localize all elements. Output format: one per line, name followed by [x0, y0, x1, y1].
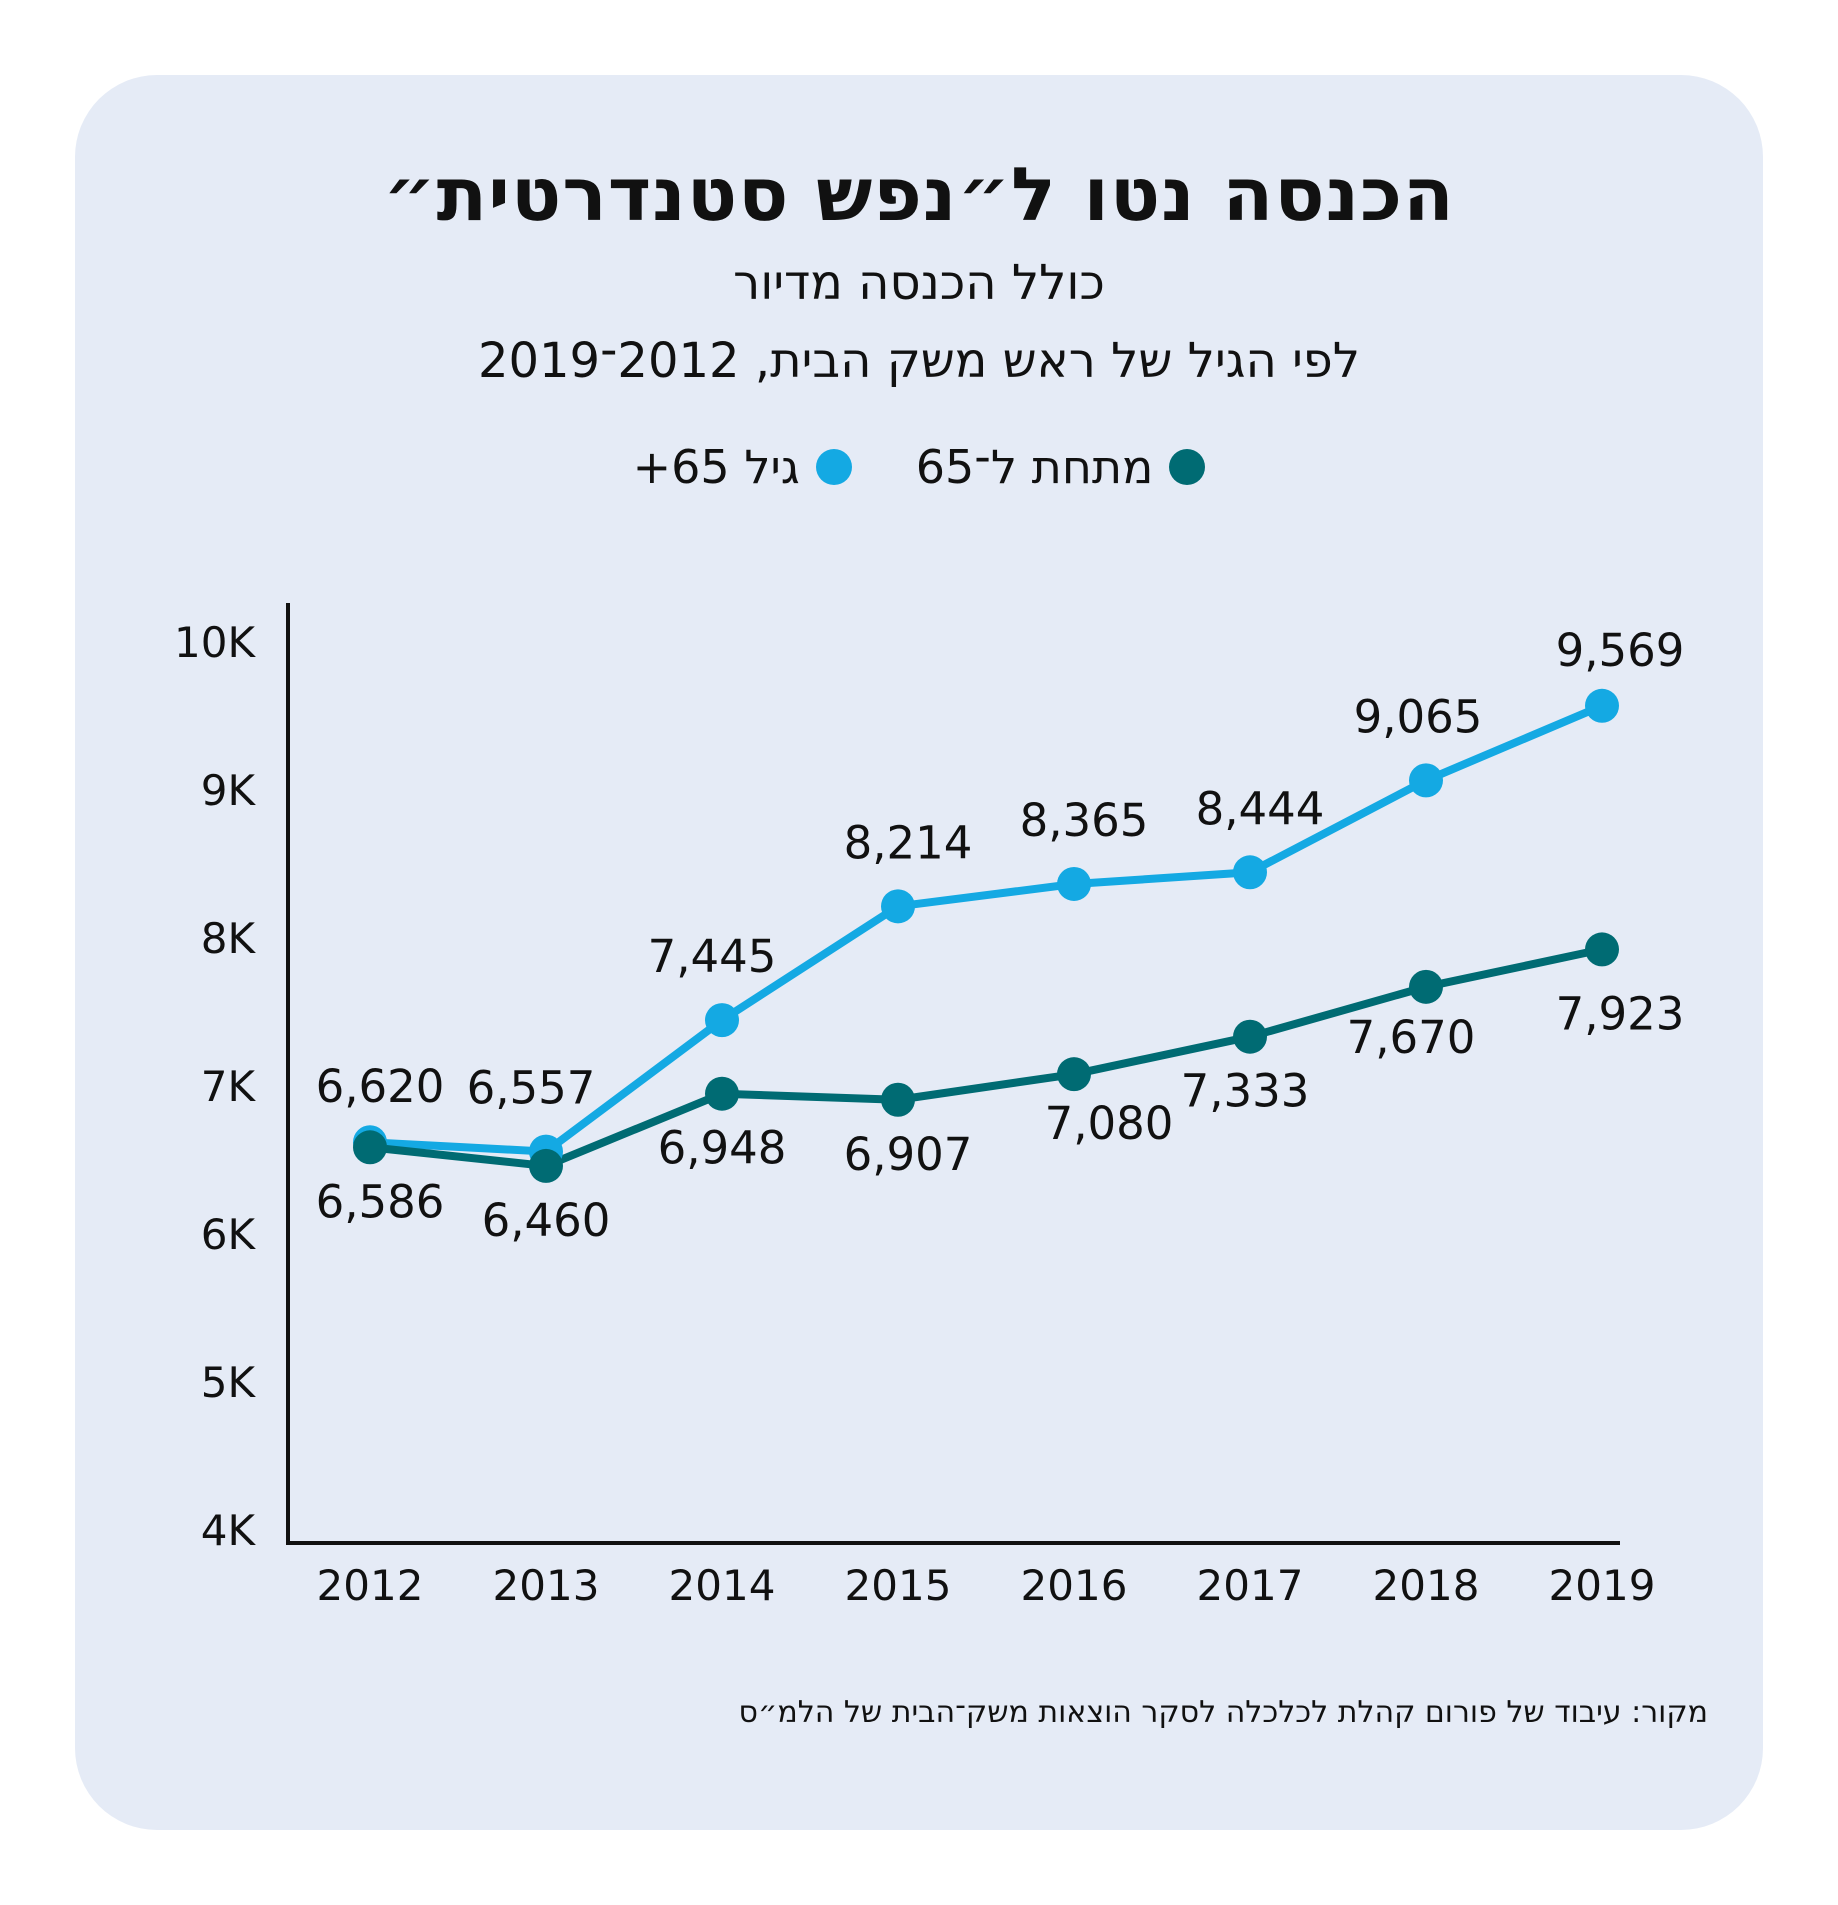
- data-point-under-65: [1233, 1019, 1267, 1054]
- data-point-65-plus: [1409, 763, 1443, 798]
- x-tick-label: 2012: [317, 1561, 424, 1610]
- y-tick-label: 7K: [201, 1062, 257, 1111]
- y-tick-label: 5K: [201, 1358, 257, 1407]
- data-label-under-65: 6,460: [482, 1194, 611, 1247]
- legend-item-under-65: מתחת ל־65: [916, 440, 1206, 494]
- x-tick-label: 2015: [845, 1561, 952, 1610]
- legend-label-65-plus: גיל 65+: [632, 440, 800, 494]
- data-point-under-65: [1057, 1057, 1091, 1092]
- data-label-under-65: 7,670: [1347, 1011, 1476, 1064]
- x-tick-label: 2017: [1197, 1561, 1304, 1610]
- data-point-65-plus: [1585, 688, 1619, 723]
- y-tick-label: 4K: [201, 1506, 257, 1555]
- data-label-under-65: 6,907: [844, 1128, 973, 1181]
- x-tick-label: 2016: [1021, 1561, 1128, 1610]
- data-label-under-65: 7,080: [1045, 1097, 1174, 1150]
- y-tick-label: 10K: [174, 618, 256, 667]
- y-tick-label: 6K: [201, 1210, 257, 1259]
- x-tick-label: 2019: [1549, 1561, 1656, 1610]
- data-point-under-65: [353, 1130, 387, 1165]
- chart-subtitle-1: כולל הכנסה מדיור: [733, 255, 1105, 311]
- series-line-under-65: [366, 945, 1606, 1170]
- data-label-65-plus: 8,444: [1196, 782, 1325, 835]
- data-point-65-plus: [1057, 866, 1091, 901]
- data-label-under-65: 7,923: [1556, 987, 1685, 1040]
- chart-title: הכנסה נטו ל״נפש סטנדרטית״: [383, 152, 1455, 238]
- data-point-65-plus: [1233, 855, 1267, 890]
- data-label-65-plus: 9,065: [1354, 690, 1483, 743]
- data-label-65-plus: 8,365: [1020, 794, 1149, 847]
- data-label-65-plus: 8,214: [844, 816, 973, 869]
- legend-marker-under-65: [1169, 449, 1206, 485]
- chart-subtitle-2: לפי הגיל של ראש משק הבית, 2012־2019: [477, 333, 1361, 389]
- data-point-under-65: [529, 1148, 563, 1183]
- data-point-under-65: [705, 1076, 739, 1111]
- data-point-under-65: [1585, 932, 1619, 967]
- data-label-under-65: 6,586: [316, 1175, 445, 1228]
- x-tick-label: 2018: [1373, 1561, 1480, 1610]
- chart-card: [75, 75, 1763, 1830]
- y-tick-label: 9K: [201, 766, 257, 815]
- legend-item-65-plus: גיל 65+: [633, 440, 852, 494]
- data-point-65-plus: [705, 1003, 739, 1038]
- x-tick-label: 2013: [493, 1561, 600, 1610]
- data-point-65-plus: [881, 889, 915, 924]
- data-label-under-65: 7,333: [1181, 1065, 1310, 1118]
- legend-marker-65-plus: [815, 449, 852, 485]
- data-label-under-65: 6,948: [658, 1122, 787, 1175]
- x-tick-label: 2014: [669, 1561, 776, 1610]
- series-line-65-plus: [366, 701, 1606, 1156]
- data-label-65-plus: 6,620: [316, 1060, 445, 1113]
- data-point-under-65: [881, 1082, 915, 1117]
- data-point-under-65: [1409, 969, 1443, 1004]
- data-label-65-plus: 6,557: [467, 1062, 596, 1115]
- source-note: מקור: עיבוד של פורום קהלת לכלכלה לסקר הו…: [738, 1695, 1708, 1730]
- data-label-65-plus: 9,569: [1556, 624, 1685, 677]
- data-label-65-plus: 7,445: [648, 930, 777, 983]
- y-tick-label: 8K: [201, 914, 257, 963]
- legend: מתחת ל־65 גיל 65+: [0, 440, 1838, 494]
- legend-label-under-65: מתחת ל־65: [915, 440, 1154, 494]
